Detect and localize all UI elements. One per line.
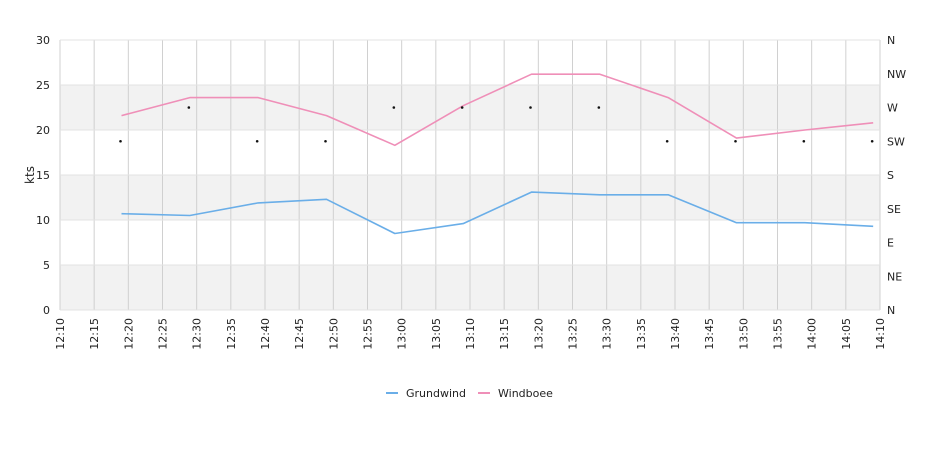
direction-marker — [665, 139, 669, 143]
legend-label: Windboee — [498, 387, 553, 400]
y-tick-label: 0 — [43, 304, 50, 317]
x-tick-label: 13:35 — [635, 318, 648, 350]
x-tick-label: 12:55 — [362, 318, 375, 350]
x-tick-label: 12:45 — [293, 318, 306, 350]
x-tick-label: 12:10 — [54, 318, 67, 350]
x-tick-label: 13:55 — [772, 318, 785, 350]
x-tick-label: 12:35 — [225, 318, 238, 350]
direction-markers — [119, 106, 874, 143]
x-tick-label: 12:40 — [259, 318, 272, 350]
series-lines — [121, 73, 874, 235]
direction-tick-label: NE — [887, 270, 902, 283]
direction-marker — [734, 139, 737, 143]
y-tick-label: 30 — [36, 34, 50, 47]
direction-tick-label: SE — [887, 203, 901, 216]
series-line-windboee — [121, 73, 874, 147]
direction-marker — [255, 139, 259, 143]
x-tick-label: 13:00 — [396, 318, 409, 350]
direction-tick-label: N — [887, 304, 895, 317]
x-tick-label: 14:05 — [840, 318, 853, 350]
direction-marker — [119, 139, 122, 143]
x-tick-label: 13:10 — [464, 318, 477, 350]
x-tick-label: 13:15 — [498, 318, 511, 350]
x-tick-label: 13:45 — [703, 318, 716, 350]
x-tick-label: 14:00 — [806, 318, 819, 350]
direction-axis-ticks: N NE E SE S SW W NW N — [887, 34, 906, 317]
direction-tick-label: W — [887, 102, 898, 115]
x-tick-label: 13:40 — [669, 318, 682, 350]
direction-marker — [460, 106, 464, 109]
direction-tick-label: E — [887, 237, 894, 250]
x-tick-label: 12:20 — [122, 318, 135, 350]
direction-tick-label: N — [887, 34, 895, 47]
legend-label: Grundwind — [406, 387, 466, 400]
x-tick-label: 13:20 — [532, 318, 545, 350]
x-tick-label: 12:25 — [157, 318, 170, 350]
x-tick-label: 13:25 — [567, 318, 580, 350]
direction-marker — [324, 139, 327, 143]
direction-marker — [529, 106, 532, 109]
y-axis-ticks: 0 5 10 15 20 25 30 — [36, 34, 50, 317]
y-tick-label: 15 — [36, 169, 50, 182]
x-tick-label: 12:15 — [88, 318, 101, 350]
direction-marker — [802, 139, 806, 143]
legend: Grundwind Windboee — [386, 387, 553, 400]
series-line-grundwind — [121, 191, 874, 235]
x-tick-label: 13:50 — [737, 318, 750, 350]
x-tick-label: 13:05 — [430, 318, 443, 350]
direction-marker — [392, 106, 396, 109]
x-tick-label: 14:10 — [874, 318, 887, 350]
x-tick-label: 12:50 — [327, 318, 340, 350]
direction-tick-label: SW — [887, 135, 905, 148]
y-tick-label: 20 — [36, 124, 50, 137]
y-tick-label: 10 — [36, 214, 50, 227]
y-tick-label: 5 — [43, 259, 50, 272]
y-axis-label: kts — [23, 166, 37, 184]
direction-marker — [187, 106, 191, 109]
x-tick-label: 12:30 — [191, 318, 204, 350]
direction-marker — [870, 139, 874, 143]
x-tick-label: 13:30 — [601, 318, 614, 350]
y-tick-label: 25 — [36, 79, 50, 92]
direction-tick-label: NW — [887, 68, 906, 81]
direction-marker — [597, 106, 601, 109]
direction-tick-label: S — [887, 169, 894, 182]
x-axis-ticks: 12:10 12:15 12:20 12:25 12:30 12:35 12:40 12:45… — [54, 318, 887, 350]
